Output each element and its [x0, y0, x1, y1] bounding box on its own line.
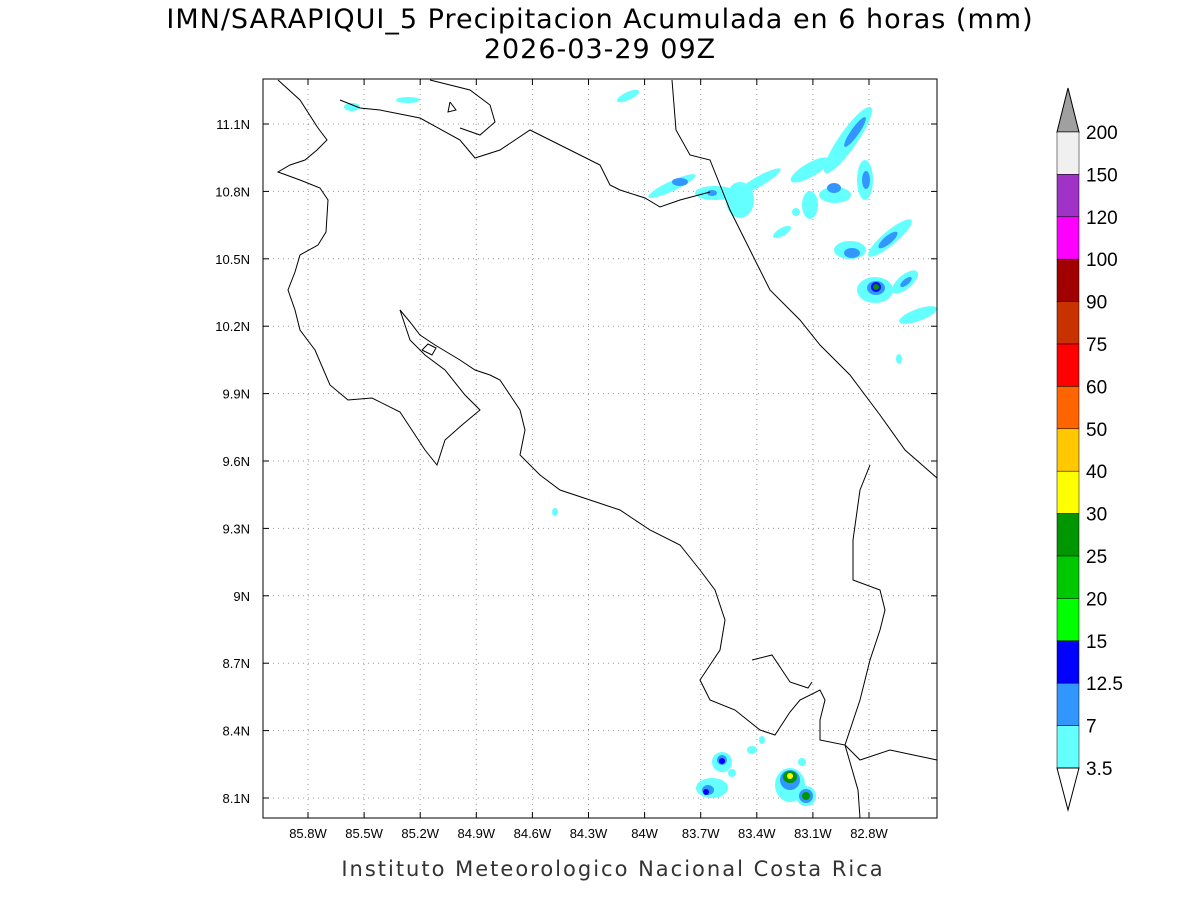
colorbar: 200 150 120 100 90 75 60 50 40 30 25 20 15 12.5 7 3.5 — [1056, 87, 1123, 812]
colorbar-segment — [1056, 258, 1080, 302]
colorbar-label: 40 — [1086, 462, 1107, 483]
colorbar-segment — [1056, 640, 1080, 684]
title: IMN/SARAPIQUI_5 Precipitacion Acumulada … — [166, 4, 1033, 35]
colorbar-arrow — [1056, 87, 1080, 133]
lon-label: 82.8W — [850, 826, 888, 841]
lon-label: 85.8W — [289, 826, 327, 841]
lon-label: 84.6W — [514, 826, 552, 841]
colorbar-label: 25 — [1086, 547, 1107, 568]
colorbar-label: 100 — [1086, 250, 1118, 271]
coastlines — [276, 79, 938, 819]
colorbar-segment — [1056, 174, 1080, 218]
lat-label: 10.5N — [215, 252, 250, 267]
lat-label: 9N — [233, 589, 250, 604]
colorbar-label: 3.5 — [1086, 759, 1112, 780]
colorbar-segment — [1056, 131, 1080, 175]
lon-label: 83.1W — [794, 826, 832, 841]
colorbar-label: 20 — [1086, 589, 1107, 610]
colorbar-label: 50 — [1086, 420, 1107, 441]
colorbar-segment — [1056, 725, 1080, 769]
subtitle: 2026-03-29 09Z — [484, 34, 716, 65]
lon-label: 85.5W — [345, 826, 383, 841]
grid — [263, 79, 937, 818]
lon-label: 83.4W — [738, 826, 776, 841]
colorbar-label: 90 — [1086, 293, 1107, 314]
lon-label: 84.9W — [458, 826, 496, 841]
colorbar-label: 15 — [1086, 632, 1107, 653]
lon-label: 84W — [631, 826, 658, 841]
colorbar-segment — [1056, 216, 1080, 260]
colorbar-label: 200 — [1086, 123, 1118, 144]
colorbar-label: 7 — [1086, 717, 1097, 738]
precipitation — [344, 89, 937, 806]
colorbar-arrow — [1056, 767, 1080, 812]
colorbar-segment — [1056, 470, 1080, 514]
lat-label: 8.7N — [223, 656, 250, 671]
lat-label: 10.8N — [215, 184, 250, 199]
lat-label: 9.3N — [223, 521, 250, 536]
colorbar-segment — [1056, 555, 1080, 599]
lat-label: 10.2N — [215, 319, 250, 334]
colorbar-label: 12.5 — [1086, 674, 1123, 695]
lat-label: 9.9N — [223, 387, 250, 402]
lat-label: 9.6N — [223, 454, 250, 469]
lat-label: 11.1N — [216, 117, 250, 132]
lat-label: 8.4N — [223, 724, 250, 739]
colorbar-segment — [1056, 513, 1080, 557]
colorbar-label: 120 — [1086, 208, 1118, 229]
lon-label: 83.7W — [682, 826, 720, 841]
lat-label: 8.1N — [223, 791, 250, 806]
colorbar-segment — [1056, 386, 1080, 430]
colorbar-label: 150 — [1086, 165, 1118, 186]
colorbar-segment — [1056, 598, 1080, 642]
lon-label: 85.2W — [401, 826, 439, 841]
colorbar-label: 75 — [1086, 335, 1107, 356]
colorbar-segment — [1056, 428, 1080, 472]
colorbar-segment — [1056, 301, 1080, 345]
colorbar-label: 30 — [1086, 505, 1107, 526]
colorbar-label: 60 — [1086, 377, 1107, 398]
colorbar-segment — [1056, 343, 1080, 387]
map-frame — [262, 78, 938, 819]
credit: Instituto Meteorologico Nacional Costa R… — [341, 857, 884, 881]
colorbar-segment — [1056, 682, 1080, 726]
lon-label: 84.3W — [570, 826, 608, 841]
